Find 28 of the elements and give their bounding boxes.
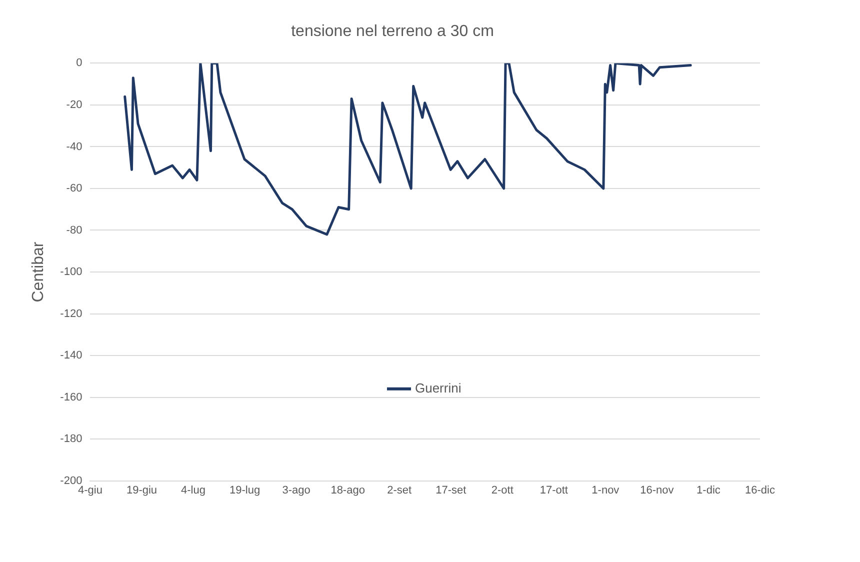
- y-tick-label: -60: [66, 182, 82, 195]
- x-tick-label: 3-ago: [282, 484, 310, 496]
- legend-label: Guerrini: [414, 380, 462, 396]
- x-tick-label: 2-set: [387, 484, 412, 496]
- y-tick-label: -40: [66, 140, 82, 153]
- y-tick-label: -200: [60, 474, 82, 487]
- x-tick-label: 17-ott: [540, 484, 568, 496]
- y-tick-label: -120: [60, 308, 82, 320]
- y-tick-label: 0: [76, 57, 82, 70]
- x-tick-label: 4-giu: [78, 484, 102, 496]
- y-tick-label: -100: [60, 266, 82, 278]
- y-tick-label: -140: [60, 350, 82, 362]
- chart-title: tensione nel terreno a 30 cm: [291, 23, 494, 40]
- x-tick-label: 1-dic: [696, 484, 721, 496]
- x-tick-label: 18-ago: [330, 484, 365, 496]
- y-tick-label: -80: [66, 224, 82, 236]
- x-tick-label: 16-dic: [745, 484, 776, 496]
- y-tick-label: -180: [60, 433, 82, 446]
- x-tick-label: 1-nov: [592, 484, 620, 496]
- y-tick-label: -160: [60, 391, 82, 404]
- x-tick-label: 19-giu: [126, 484, 158, 496]
- x-tick-label: 4-lug: [181, 484, 206, 496]
- x-tick-label: 17-set: [436, 484, 466, 496]
- x-tick-label: 2-ott: [491, 484, 514, 496]
- y-tick-label: -20: [66, 98, 82, 111]
- x-tick-label: 16-nov: [640, 484, 674, 496]
- x-tick-label: 19-lug: [229, 484, 260, 496]
- y-axis-title: Centibar: [30, 241, 48, 302]
